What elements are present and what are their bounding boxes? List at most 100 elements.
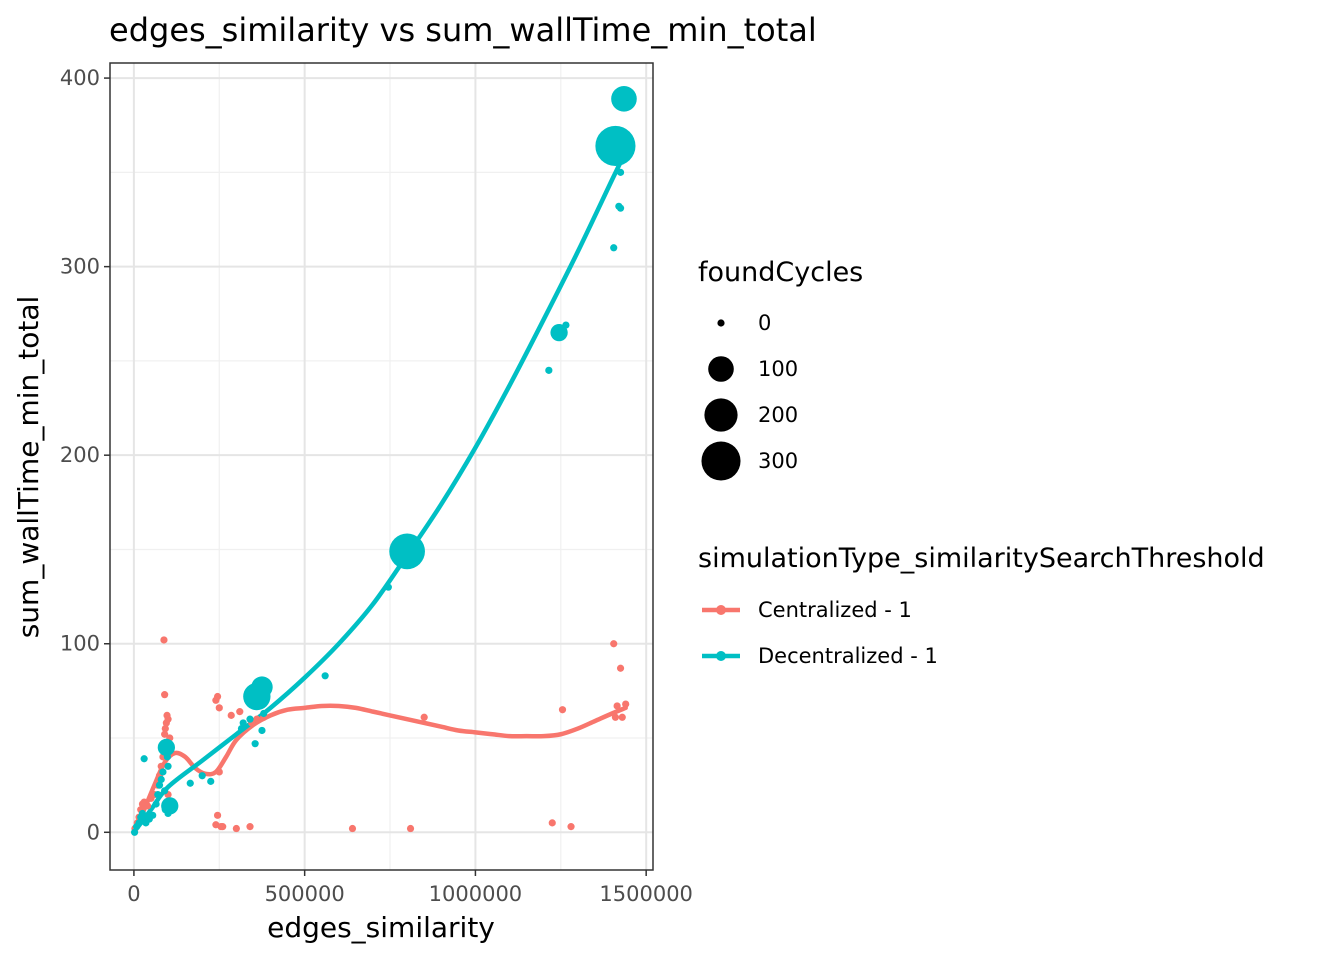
data-point [232, 824, 240, 833]
trend-lines [131, 149, 628, 835]
y-tick-label: 0 [87, 820, 100, 844]
data-point [164, 715, 172, 723]
data-point [420, 713, 428, 721]
data-point [595, 125, 636, 167]
data-point [161, 724, 169, 733]
data-point [215, 704, 223, 712]
panel-border [109, 62, 654, 871]
data-point [389, 533, 425, 570]
data-point [164, 809, 172, 818]
data-point [239, 719, 247, 727]
data-point [610, 244, 618, 252]
size-legend-label: 0 [758, 311, 771, 335]
color-legend-label: Centralized - 1 [758, 598, 912, 622]
data-point [246, 715, 254, 723]
data-point [207, 777, 215, 785]
data-point [152, 800, 160, 808]
color-legend-key-point [716, 651, 726, 661]
data-point [258, 726, 266, 735]
data-points [130, 86, 637, 836]
data-point [157, 762, 165, 770]
size-legend-label: 100 [758, 357, 798, 381]
y-axis-label: sum_wallTime_min_total [12, 296, 45, 639]
data-point [164, 762, 172, 770]
x-axis-label: edges_similarity [267, 911, 495, 944]
data-point [140, 755, 148, 763]
data-point [236, 708, 244, 716]
data-point [616, 168, 625, 176]
data-point [254, 700, 263, 708]
x-tick-label: 0 [127, 882, 140, 906]
data-point [186, 779, 194, 787]
data-point [623, 149, 631, 158]
data-point [251, 740, 259, 748]
y-tick-label: 400 [60, 66, 100, 90]
data-point [155, 781, 164, 789]
data-point [622, 700, 630, 708]
trend-line [131, 149, 628, 835]
data-point [246, 823, 254, 831]
data-point [558, 706, 567, 714]
x-axis-ticks: 0 500000 1000000 1500000 [127, 870, 693, 906]
color-legend-title: simulationType_similaritySearchThreshold [698, 543, 1265, 574]
size-legend-label: 300 [758, 449, 798, 473]
data-point [161, 787, 169, 795]
y-axis-ticks: 0 100 200 300 400 [60, 66, 110, 844]
data-point [163, 753, 171, 761]
data-point [135, 819, 143, 827]
data-point [161, 730, 169, 738]
data-point [130, 828, 139, 836]
data-point [154, 790, 162, 799]
x-tick-label: 1000000 [429, 882, 523, 906]
size-legend-key [708, 356, 734, 382]
color-legend-key-point [716, 605, 726, 615]
data-point [550, 323, 568, 342]
grid [110, 63, 653, 870]
size-legend-title: foundCycles [698, 257, 863, 288]
y-tick-label: 300 [60, 255, 100, 279]
data-point [618, 713, 626, 721]
data-point [215, 768, 223, 776]
x-tick-label: 500000 [265, 882, 345, 906]
color-legend-label: Decentralized - 1 [758, 644, 938, 668]
data-point [161, 691, 169, 699]
data-point [227, 711, 235, 719]
data-point [260, 709, 268, 718]
data-point [219, 823, 227, 831]
color-legend: simulationType_similaritySearchThreshold… [698, 543, 1265, 668]
color-legend-keys: Centralized - 1 Decentralized - 1 [702, 598, 938, 668]
data-point [562, 321, 570, 329]
data-point [611, 713, 620, 721]
data-point [321, 672, 329, 680]
data-point [616, 204, 625, 212]
data-point [237, 724, 246, 733]
data-point [548, 819, 556, 827]
data-point [616, 664, 625, 672]
data-point [213, 692, 222, 701]
data-point [545, 366, 553, 374]
data-point [613, 702, 621, 710]
chart-title: edges_similarity vs sum_wallTime_min_tot… [109, 11, 817, 49]
size-legend: foundCycles 0 100 200 300 [698, 257, 863, 481]
data-point [348, 824, 357, 833]
x-tick-label: 1500000 [599, 882, 693, 906]
data-point [611, 86, 637, 112]
size-legend-key [701, 441, 741, 481]
data-point [149, 811, 157, 819]
data-point [143, 802, 152, 810]
data-point [198, 772, 206, 780]
data-point [406, 824, 415, 833]
data-point [251, 676, 273, 698]
data-point [157, 738, 175, 757]
data-point [157, 775, 165, 784]
data-point [159, 768, 167, 776]
data-point [160, 636, 168, 644]
data-point [384, 583, 392, 591]
data-point [567, 823, 575, 831]
data-point [253, 715, 261, 723]
y-tick-label: 200 [60, 443, 100, 467]
size-legend-keys: 0 100 200 300 [701, 311, 798, 481]
y-tick-label: 100 [60, 632, 100, 656]
